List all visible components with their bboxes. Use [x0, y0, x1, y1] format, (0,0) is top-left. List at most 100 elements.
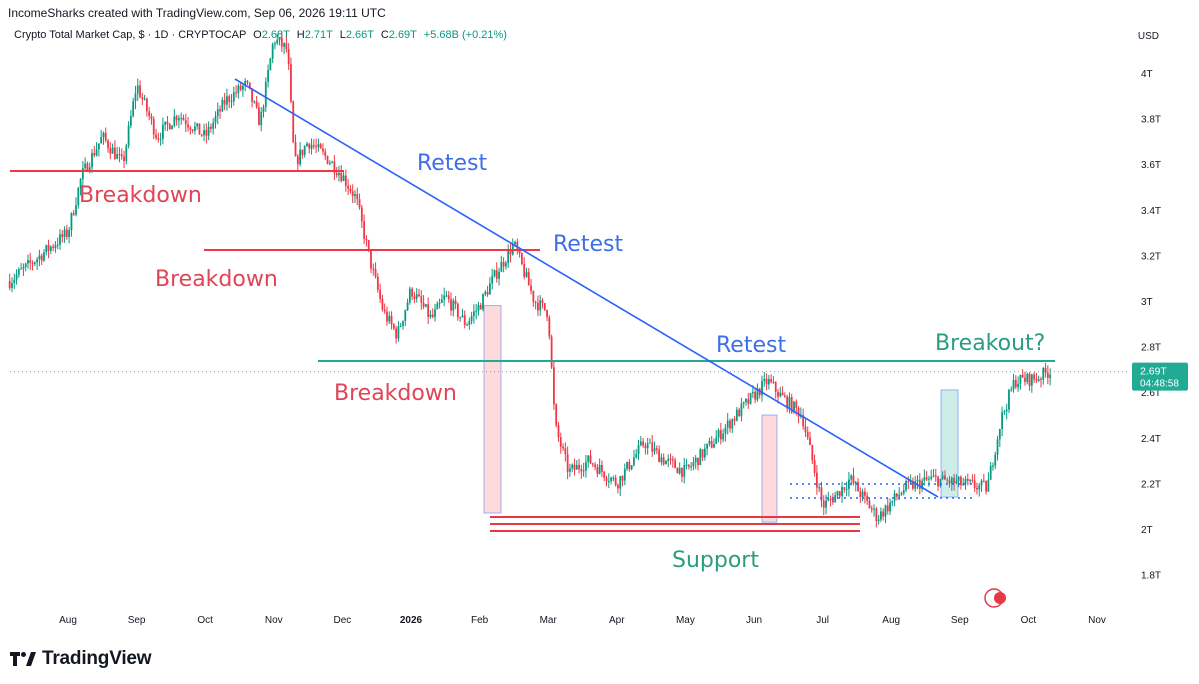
candle-body: [95, 149, 98, 156]
candle-body: [310, 144, 313, 149]
candle-body: [24, 263, 27, 268]
symbol-name[interactable]: Crypto Total Market Cap, $ · 1D · CRYPTO…: [14, 29, 247, 41]
candle-body: [56, 244, 59, 246]
candle-body: [360, 207, 363, 222]
candle-body: [54, 245, 57, 248]
candle-body: [232, 92, 235, 102]
candle-body: [1049, 374, 1052, 378]
candle-body: [530, 285, 532, 291]
candle-body: [1008, 390, 1010, 410]
candle-body: [123, 156, 125, 161]
candle-body: [605, 477, 608, 482]
candle-body: [847, 479, 850, 489]
candle-body: [27, 260, 29, 264]
time-tick-label: Mar: [540, 615, 558, 626]
candle-body: [246, 80, 249, 83]
candle-body: [84, 163, 87, 169]
candle-body: [1012, 379, 1015, 390]
candle-body: [118, 154, 121, 156]
candle-body: [694, 457, 697, 463]
price-axis: 1.8T 2T 2.2T 2.4T 2.6T 2.8T 3T 3.2T 3.4T 3.6T 3.8T…: [1141, 69, 1161, 582]
candle-body: [116, 154, 119, 159]
candle-body: [710, 440, 713, 448]
candle-body: [541, 300, 544, 303]
candle-body: [1044, 367, 1047, 373]
candle-body: [685, 464, 688, 466]
candle-body: [944, 475, 946, 480]
candle-body: [980, 480, 983, 486]
candle-body: [779, 392, 782, 397]
price-tick-label: 2.4T: [1141, 434, 1161, 445]
candle-body: [45, 245, 48, 253]
candle-body: [676, 468, 679, 474]
candle-body: [937, 476, 939, 487]
retest-label: Retest: [553, 232, 623, 257]
candle-body: [317, 144, 320, 147]
candle-body: [809, 437, 811, 446]
candle-body: [786, 396, 789, 409]
candle-body: [93, 152, 96, 156]
candle-body: [934, 475, 937, 477]
candle-body: [379, 289, 382, 299]
candle-body: [319, 144, 322, 149]
candle-body: [301, 149, 304, 156]
candle-body: [38, 255, 41, 260]
candle-body: [109, 148, 112, 154]
candle-body: [152, 118, 155, 135]
tradingview-logo-icon: [10, 652, 36, 666]
candle-body: [658, 449, 661, 463]
candle-body: [1030, 374, 1033, 386]
time-tick-label: 2026: [400, 615, 423, 626]
candle-body: [788, 397, 791, 409]
candle-body: [612, 477, 615, 479]
candle-body: [957, 476, 960, 481]
candle-body: [338, 172, 340, 176]
candle-body: [244, 80, 247, 86]
candle-body: [976, 487, 978, 490]
candle-body: [1021, 374, 1024, 378]
candle-body: [662, 457, 665, 465]
candle-body: [665, 460, 667, 465]
candle-body: [376, 276, 379, 290]
candle-body: [534, 301, 537, 303]
candle-body: [1026, 373, 1029, 382]
candle-body: [882, 511, 885, 517]
price-tick-label: 4T: [1141, 69, 1153, 80]
candle-body: [756, 388, 759, 400]
candle-body: [65, 229, 68, 237]
candle-body: [1040, 378, 1042, 380]
candle-body: [960, 476, 962, 486]
tradingview-logo[interactable]: TradingView: [10, 648, 152, 670]
candle-body: [873, 508, 875, 510]
candle-body: [210, 126, 212, 129]
candle-body: [589, 455, 592, 464]
time-tick-label: Oct: [197, 615, 213, 626]
candle-body: [667, 458, 670, 461]
time-tick-label: Jul: [816, 615, 829, 626]
candle-body: [864, 491, 866, 496]
candle-body: [573, 464, 576, 470]
candle-body: [669, 458, 672, 460]
candle-body: [827, 498, 830, 501]
candle-body: [795, 401, 798, 408]
candle-body: [781, 392, 784, 396]
candle-body: [569, 468, 571, 472]
candle-body: [294, 142, 297, 157]
close-label: C: [380, 29, 389, 41]
candle-body: [699, 449, 702, 466]
candle-body: [100, 137, 103, 144]
change-value: +5.68B (+0.21%): [423, 29, 507, 41]
candle-body: [553, 367, 555, 405]
candle-body: [932, 475, 935, 477]
candle-body: [687, 464, 690, 467]
price-tick-label: 2.6T: [1141, 388, 1161, 399]
currency-label[interactable]: USD: [1137, 31, 1159, 42]
candle-body: [127, 125, 130, 146]
support-label: Support: [672, 548, 759, 573]
candle-body: [930, 476, 933, 479]
time-tick-label: Nov: [1088, 615, 1106, 626]
candle-body: [703, 448, 706, 458]
candle-body: [790, 397, 793, 413]
candle-body: [203, 130, 205, 136]
